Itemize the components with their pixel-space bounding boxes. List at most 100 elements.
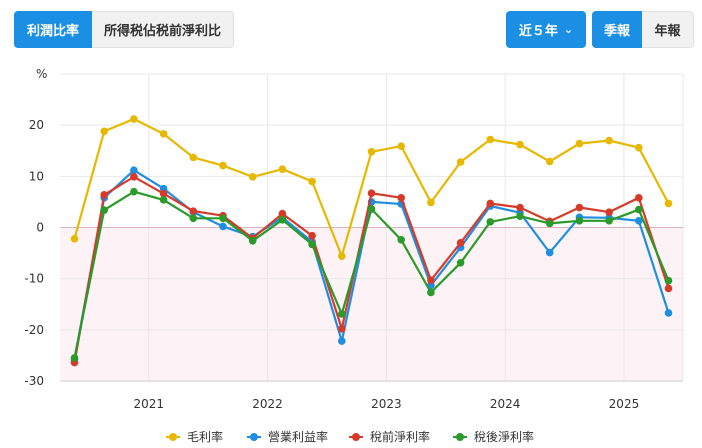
- data-point: [189, 207, 198, 215]
- data-point: [516, 203, 524, 212]
- data-point: [159, 196, 168, 204]
- data-point: [367, 189, 376, 198]
- toolbar: 利潤比率 所得税佔税前淨利比 近５年 ⌄ 季報 年報: [0, 0, 702, 60]
- data-point: [605, 136, 613, 145]
- range-dropdown[interactable]: 近５年 ⌄: [506, 11, 586, 48]
- data-point: [427, 198, 435, 207]
- legend-swatch-dot: [456, 433, 464, 441]
- legend-swatch-dot: [250, 433, 258, 441]
- data-point: [427, 276, 435, 285]
- data-point: [219, 214, 227, 223]
- data-point: [308, 177, 316, 186]
- x-tick-label: 2022: [252, 397, 283, 411]
- data-point: [248, 237, 257, 245]
- tab-yearly[interactable]: 年報: [642, 11, 694, 48]
- data-point: [516, 140, 524, 149]
- data-point: [486, 199, 495, 208]
- data-point: [486, 135, 495, 144]
- data-point: [397, 235, 406, 244]
- data-point: [338, 252, 346, 260]
- data-point: [486, 218, 495, 226]
- data-point: [605, 208, 613, 216]
- data-point: [635, 205, 643, 214]
- y-tick-label: 10: [29, 169, 44, 183]
- x-tick-label: 2023: [371, 397, 402, 411]
- data-point: [189, 214, 198, 223]
- chevron-down-icon: ⌄: [563, 23, 574, 36]
- data-point: [456, 239, 465, 247]
- chart-legend: 毛利率 營業利益率 稅前淨利率 稅後淨利率: [166, 429, 534, 444]
- chart-series: [70, 115, 673, 367]
- tab-profit-margin[interactable]: 利潤比率: [14, 11, 92, 48]
- data-point: [338, 325, 346, 333]
- data-point: [338, 337, 346, 345]
- data-point: [664, 309, 673, 317]
- data-point: [219, 222, 227, 231]
- data-point: [575, 203, 584, 212]
- x-tick-label: 2025: [609, 397, 640, 411]
- negative-region: [60, 227, 683, 381]
- y-tick-label: 0: [36, 221, 44, 235]
- legend-swatch-dot: [352, 433, 360, 441]
- data-point: [100, 127, 108, 136]
- data-point: [664, 284, 673, 293]
- data-point: [427, 288, 435, 297]
- data-point: [278, 209, 287, 218]
- data-point: [516, 212, 524, 221]
- data-point: [70, 354, 79, 362]
- tab-quarterly[interactable]: 季報: [592, 11, 642, 48]
- data-point: [278, 165, 287, 173]
- data-point: [159, 130, 168, 138]
- data-point: [605, 217, 613, 225]
- data-point: [100, 190, 108, 199]
- legend-label: 稅後淨利率: [474, 429, 534, 444]
- data-point: [456, 158, 465, 166]
- data-point: [545, 248, 554, 257]
- chart-axes: % 20 10 0 -10 -20 -30 2021 2022 2023 2024 2025: [24, 67, 639, 411]
- legend-swatch-dot: [169, 433, 177, 441]
- data-point: [575, 139, 584, 148]
- data-point: [130, 187, 138, 196]
- data-point: [664, 199, 673, 208]
- legend-label: 毛利率: [187, 429, 223, 444]
- data-point: [219, 161, 227, 170]
- range-label: 近５年: [518, 24, 558, 39]
- chart-background: [60, 227, 683, 381]
- data-point: [338, 310, 346, 318]
- data-point: [100, 206, 108, 214]
- y-tick-label: 20: [29, 118, 44, 132]
- y-axis-label: %: [36, 67, 47, 81]
- data-point: [575, 217, 584, 225]
- data-point: [397, 142, 406, 150]
- x-tick-label: 2024: [490, 397, 521, 411]
- data-point: [635, 217, 643, 225]
- data-point: [664, 276, 673, 285]
- data-point: [189, 153, 198, 162]
- data-point: [367, 205, 376, 213]
- x-tick-label: 2021: [133, 397, 164, 411]
- data-point: [130, 166, 138, 174]
- y-tick-label: -30: [24, 374, 44, 388]
- legend-label: 稅前淨利率: [370, 429, 430, 444]
- y-tick-label: -20: [24, 323, 44, 337]
- data-point: [308, 231, 316, 240]
- data-point: [456, 259, 465, 267]
- data-point: [545, 157, 554, 166]
- data-point: [130, 115, 138, 123]
- data-point: [130, 173, 138, 181]
- data-point: [397, 194, 406, 202]
- data-point: [248, 173, 257, 181]
- tab-income-tax-ratio[interactable]: 所得税佔税前淨利比: [92, 11, 234, 48]
- data-point: [308, 240, 316, 249]
- data-point: [545, 219, 554, 228]
- data-point: [635, 143, 643, 152]
- data-point: [367, 147, 376, 156]
- data-point: [70, 234, 79, 243]
- data-point: [159, 189, 168, 198]
- chart-grid: [60, 73, 684, 382]
- legend-label: 營業利益率: [268, 429, 328, 444]
- data-point: [635, 194, 643, 202]
- y-tick-label: -10: [24, 272, 44, 286]
- data-point: [278, 216, 287, 224]
